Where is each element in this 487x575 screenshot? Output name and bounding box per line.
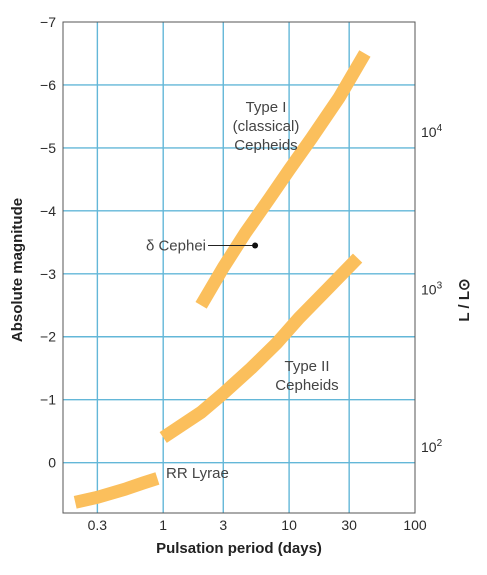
- series-bands: [73, 50, 371, 509]
- x-axis-title: Pulsation period (days): [156, 540, 322, 557]
- type1-label-line1: Type I: [246, 99, 287, 116]
- series-band-0: [195, 50, 371, 309]
- type1-label-line2: (classical): [233, 118, 300, 135]
- y-tick-label: −1: [40, 392, 56, 408]
- y-tick-label: −3: [40, 266, 56, 282]
- y-axis-title: Absolute magnitude: [9, 198, 26, 342]
- delta-cephei-point: [252, 242, 259, 249]
- y-tick-labels: −7 −6 −5 −4 −3 −2 −1 0: [40, 14, 56, 471]
- y-tick-label: −7: [40, 14, 56, 30]
- y-tick-label: 0: [48, 455, 56, 471]
- y-tick-label: −2: [40, 329, 56, 345]
- x-tick-labels: 0.3 1 3 10 30 100: [88, 517, 427, 533]
- x-tick-label: 0.3: [88, 517, 108, 533]
- x-tick-label: 100: [403, 517, 427, 533]
- y2-tick-label: 103: [421, 281, 443, 298]
- series-band-2: [73, 472, 160, 509]
- y-tick-label: −6: [40, 77, 56, 93]
- type2-label-line2: Cepheids: [275, 377, 338, 394]
- delta-cephei-label: δ Cephei: [146, 237, 206, 254]
- y2-tick-label: 102: [421, 438, 443, 455]
- y2-axis-title: L / L⊙: [456, 278, 473, 321]
- x-tick-label: 10: [281, 517, 297, 533]
- plot-frame: [62, 21, 416, 514]
- grid-lines: [63, 22, 415, 513]
- series-band-1: [159, 253, 363, 443]
- y-tick-label: −4: [40, 203, 56, 219]
- type1-label-line3: Cepheids: [234, 137, 297, 154]
- y2-tick-labels: 104 103 102: [421, 123, 443, 455]
- x-tick-label: 3: [219, 517, 227, 533]
- type2-label-line1: Type II: [284, 358, 329, 375]
- y2-tick-label: 104: [421, 123, 443, 140]
- rr-lyrae-label: RR Lyrae: [166, 465, 229, 482]
- x-tick-label: 30: [341, 517, 357, 533]
- x-tick-label: 1: [159, 517, 167, 533]
- y-tick-label: −5: [40, 140, 56, 156]
